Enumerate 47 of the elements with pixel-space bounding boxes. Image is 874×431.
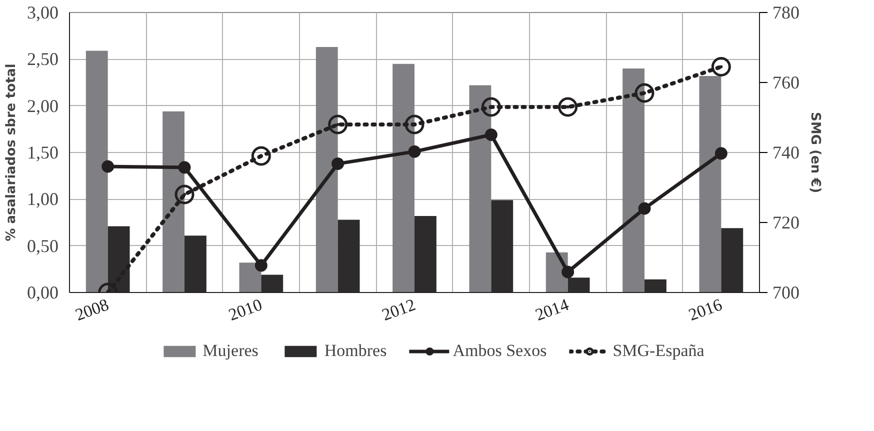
x-tick-label: 2010 bbox=[226, 295, 265, 325]
point bbox=[178, 161, 191, 174]
bar bbox=[469, 85, 492, 292]
y-tick-label: 2,50 bbox=[27, 49, 58, 70]
bar bbox=[392, 64, 414, 292]
y-tick-label: 3,00 bbox=[27, 2, 58, 22]
bar bbox=[86, 50, 108, 292]
x-tick-label: 2012 bbox=[379, 295, 418, 325]
legend-label: Hombres bbox=[324, 341, 387, 361]
point bbox=[404, 114, 424, 134]
y-tick-label: 0,00 bbox=[27, 282, 58, 302]
legend-label: Ambos Sexos bbox=[452, 341, 547, 361]
point bbox=[484, 128, 498, 142]
point bbox=[558, 97, 578, 117]
x-tick-label: 2016 bbox=[686, 295, 725, 325]
y2-tick-label: 780 bbox=[772, 2, 800, 22]
legend-label: SMG-España bbox=[612, 341, 704, 361]
y-tick-label: 0,50 bbox=[27, 236, 58, 256]
point bbox=[408, 145, 421, 158]
bar bbox=[162, 111, 184, 292]
y-tick-label: 1,00 bbox=[27, 189, 58, 210]
x-tick-label: 2014 bbox=[532, 294, 572, 325]
y2-axis-title: SMG (en €) bbox=[808, 112, 822, 194]
y2-tick-label: 740 bbox=[772, 142, 800, 162]
point bbox=[332, 157, 344, 170]
bar bbox=[239, 262, 262, 292]
bar bbox=[622, 68, 644, 292]
bar bbox=[316, 47, 338, 292]
y2-tick-label: 760 bbox=[772, 72, 800, 92]
y-axis-title: % asalariados sbre total bbox=[4, 64, 19, 242]
point bbox=[102, 160, 114, 173]
x-tick-label: 2008 bbox=[72, 295, 112, 325]
point bbox=[328, 114, 348, 134]
point bbox=[711, 57, 731, 76]
point bbox=[481, 97, 501, 117]
point bbox=[638, 202, 651, 215]
y2-tick-label: 700 bbox=[772, 282, 800, 302]
y-tick-label: 2,00 bbox=[27, 96, 58, 116]
y-tick-label: 1,50 bbox=[27, 142, 58, 162]
y2-tick-label: 720 bbox=[772, 212, 800, 232]
point bbox=[174, 184, 194, 204]
point bbox=[634, 83, 654, 103]
legend-label: Mujeres bbox=[202, 341, 258, 361]
bar bbox=[699, 76, 722, 292]
point bbox=[254, 259, 268, 272]
point bbox=[714, 147, 728, 160]
point bbox=[562, 266, 574, 278]
